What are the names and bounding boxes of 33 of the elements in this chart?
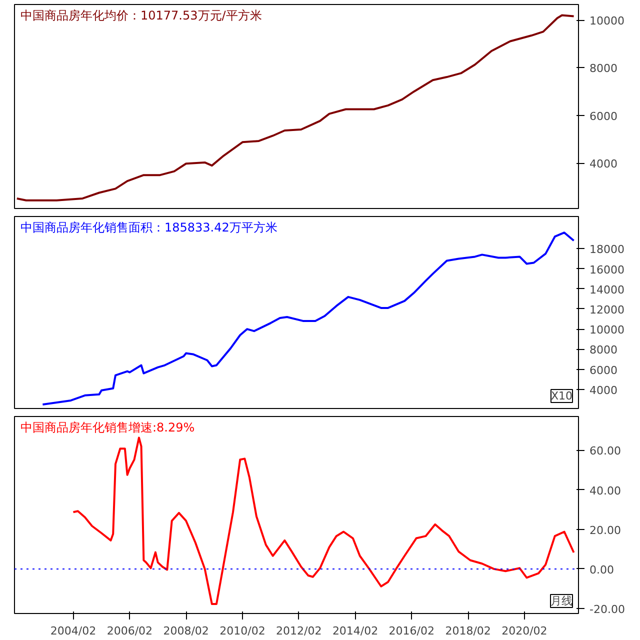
y-tick-label: 40.00 [590,484,621,498]
y-tick-label: 6000 [590,110,618,123]
y-tick-label: 16000 [590,263,624,276]
annotation: X10 [550,390,573,402]
y-tick-label: 0.00 [590,563,614,576]
x-tick-label: 2018/02 [445,624,491,638]
y-tick-label: 10000 [590,14,624,28]
line-series [72,436,575,605]
x-tick-label: 2012/02 [276,624,322,638]
chart-title: 中国商品房年化均价：10177.53万元/平方米 [20,8,262,22]
chart-title: 中国商品房年化销售面积：185833.42万平方米 [20,220,278,234]
annotation: 月线 [550,594,572,608]
x-tick-label: 2006/02 [106,624,153,638]
x-tick-label: 2020/02 [502,624,548,638]
y-tick-label: -20.00 [590,603,625,616]
y-tick-label: 4000 [590,158,618,171]
y-tick-label: 10000 [590,324,624,337]
y-tick-label: 14000 [590,283,624,296]
y-tick-label: 18000 [590,243,624,256]
y-tick-label: 6000 [590,364,618,377]
y-tick-label: 12000 [590,303,624,316]
y-tick-label: 60.00 [590,444,621,458]
chart-title: 中国商品房年化销售增速:8.29% [20,420,195,434]
x-tick-label: 2014/02 [332,624,378,638]
x-tick-label: 2008/02 [163,624,209,638]
y-tick-label: 8000 [590,344,618,357]
line-series [42,232,575,406]
y-tick-label: 8000 [590,62,618,76]
y-tick-label: 4000 [590,384,618,397]
x-tick-label: 2016/02 [388,624,435,638]
y-tick-label: 20.00 [590,524,621,537]
x-tick-label: 2004/02 [50,624,96,638]
x-tick-label: 2010/02 [220,624,266,638]
